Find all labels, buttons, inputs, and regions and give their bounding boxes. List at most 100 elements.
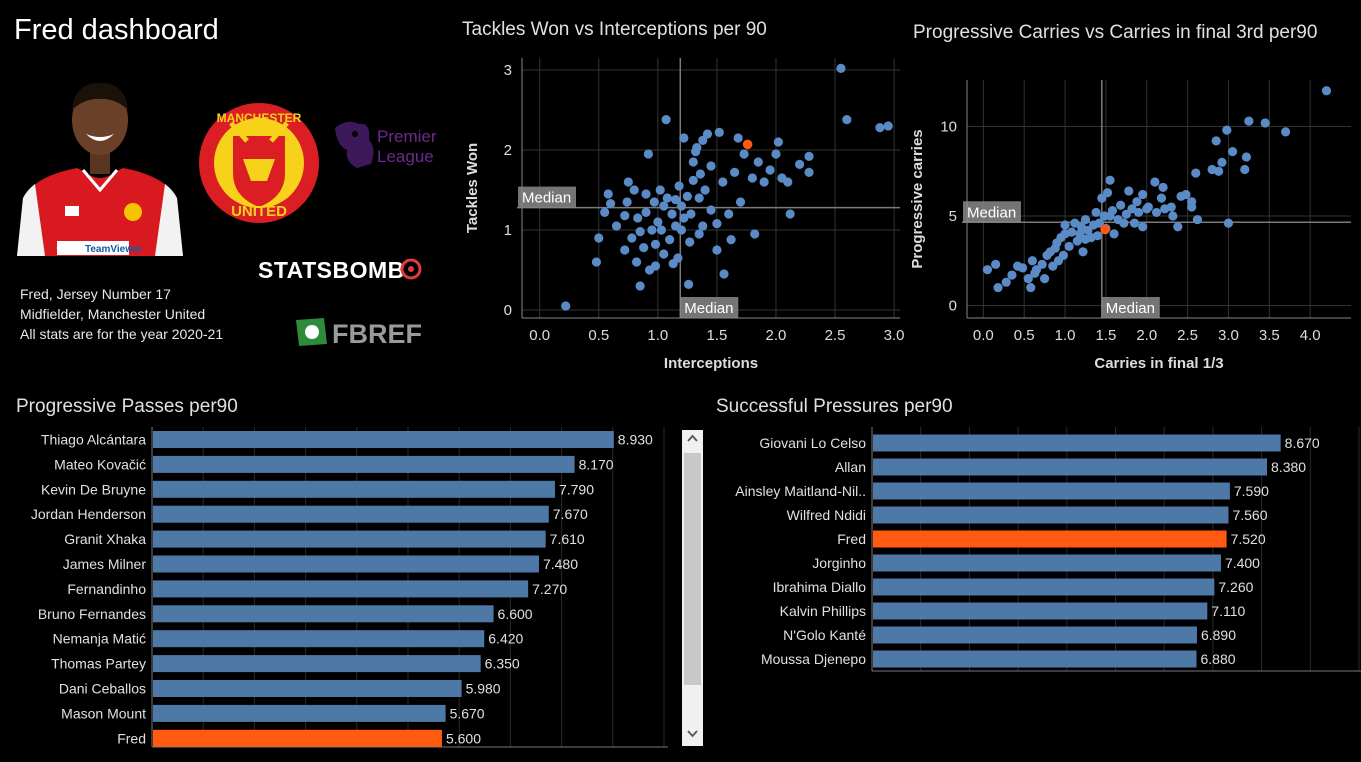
scatter-point [685, 237, 695, 247]
manchester-united-crest: MANCHESTER UNITED [199, 103, 319, 223]
scatter-point [688, 175, 698, 185]
chart-title-tackles-vs-interceptions: Tackles Won vs Interceptions per 90 [462, 19, 767, 40]
median-label-y: Median [522, 190, 571, 207]
median-label-box-x [680, 297, 739, 318]
scatter-point [773, 137, 783, 147]
dashboard-title: Fred dashboard [14, 14, 219, 46]
fbref-logo: FBREF [296, 318, 422, 348]
x-tick-label: 0.0 [529, 327, 550, 344]
league-logo-bottom: League [377, 147, 434, 166]
scatter-point [1143, 202, 1153, 212]
scatter-point-fred [742, 139, 753, 150]
scatter-point [1168, 211, 1178, 221]
bar-category-label: Mateo Kovačić [54, 456, 146, 472]
tackles-vs-interceptions-scatter: 0.0 0.5 1.0 1.5 2.0 2.5 3.0 0 1 2 3 Median Median Int… [464, 58, 905, 372]
bar-category-label: Giovani Lo Celso [759, 435, 866, 451]
scatter-point [694, 193, 704, 203]
scatter-point [698, 135, 708, 145]
y-tick-label: 3 [504, 62, 512, 79]
x-tick-label: 3.0 [884, 327, 905, 344]
scatter-point [641, 189, 651, 199]
scatter-point [883, 121, 893, 131]
scatter-point [1078, 247, 1088, 257]
bar [873, 578, 1215, 596]
scatter-point [656, 225, 666, 235]
bar-value-label: 7.610 [550, 531, 585, 547]
bar-value-label: 8.930 [618, 432, 653, 448]
scatter-point [639, 243, 649, 253]
scatter-point [875, 123, 885, 133]
scatter-point [679, 213, 689, 223]
scatter-point [1001, 277, 1011, 287]
bar [153, 455, 575, 473]
successful-pressures-bar-chart: Giovani Lo Celso 8.670 Allan 8.380 Ainsley M… [735, 427, 1361, 672]
scatter-point [1080, 214, 1091, 225]
scatter-point [1173, 222, 1183, 232]
scatter-point [1093, 231, 1103, 241]
x-axis-title: Interceptions [664, 355, 758, 372]
scatter-point [676, 201, 687, 211]
scatter-point [804, 167, 814, 177]
scatter-point [1017, 263, 1028, 273]
scatter-point [1105, 175, 1115, 185]
shirt-sponsor: TeamViewer [85, 244, 143, 255]
bar [873, 482, 1230, 500]
scatter-point [594, 233, 604, 243]
bar-value-label: 6.420 [488, 631, 523, 647]
bar-category-label: Kalvin Phillips [780, 603, 866, 619]
scatter-point [1181, 189, 1191, 200]
scatter-point [700, 185, 710, 195]
progressive-passes-bar-chart: Thiago Alcántara 8.930 Mateo Kovačić 8.170 K… [31, 427, 703, 748]
scatter-point [647, 225, 657, 235]
scatter-point [688, 157, 698, 167]
median-label-x: Median [684, 300, 733, 317]
bar-category-label: Kevin De Bruyne [41, 481, 146, 497]
scatter-point [600, 207, 610, 217]
scatter-point [1214, 166, 1224, 176]
scatter-point [1187, 202, 1197, 212]
bar [873, 434, 1281, 452]
scatter-point [679, 133, 689, 143]
scatter-point [842, 115, 852, 125]
scatter-point [1227, 146, 1238, 157]
scatter-point [750, 229, 760, 239]
bar-category-label: Granit Xhaka [64, 531, 146, 547]
premier-league-logo: Premier League [335, 121, 437, 168]
scatter-point [667, 209, 677, 219]
bar [153, 630, 485, 648]
scatter-point [611, 221, 622, 231]
scatter-point [1150, 177, 1160, 187]
player-photo: TeamViewer [17, 82, 183, 256]
x-axis-title: Carries in final 1/3 [1094, 355, 1223, 372]
scatter-point [623, 177, 633, 187]
scatter-point [1156, 193, 1167, 203]
scatter-point [692, 143, 702, 153]
progressive-carries-scatter: 0.0 0.5 1.0 1.5 2.0 2.5 3.0 3.5 4.0 0 5 10 Median Med… [909, 80, 1351, 372]
scatter-point [1102, 188, 1113, 198]
bar-category-label: James Milner [63, 556, 147, 572]
scatter-point [1240, 164, 1250, 175]
bar-value-label: 6.890 [1201, 627, 1236, 643]
bar-category-label: Jordan Henderson [31, 506, 146, 522]
scatter-point [712, 219, 722, 229]
scatter-point [694, 229, 704, 239]
bar-chart-scrollbar[interactable] [682, 430, 703, 746]
scatter-point [765, 165, 775, 175]
scatter-point [1066, 227, 1077, 237]
scatter-point [730, 167, 740, 177]
scatter-point [1116, 200, 1126, 210]
x-tick-label: 0.5 [1014, 327, 1035, 344]
scatter-point [706, 161, 716, 171]
bar-value-label: 7.670 [553, 506, 588, 522]
bar [873, 626, 1197, 644]
scatter-point [1040, 274, 1050, 284]
scatter-point [1217, 157, 1227, 167]
scatter-point [1060, 220, 1070, 230]
bar-value-label: 7.590 [1234, 483, 1269, 499]
scatter-point [1281, 127, 1291, 137]
x-tick-label: 4.0 [1300, 327, 1321, 344]
scatter-point [627, 233, 637, 243]
x-tick-label: 1.5 [1095, 327, 1116, 344]
crest-bottom-text: UNITED [231, 203, 287, 220]
median-label-box-y [963, 201, 1021, 223]
